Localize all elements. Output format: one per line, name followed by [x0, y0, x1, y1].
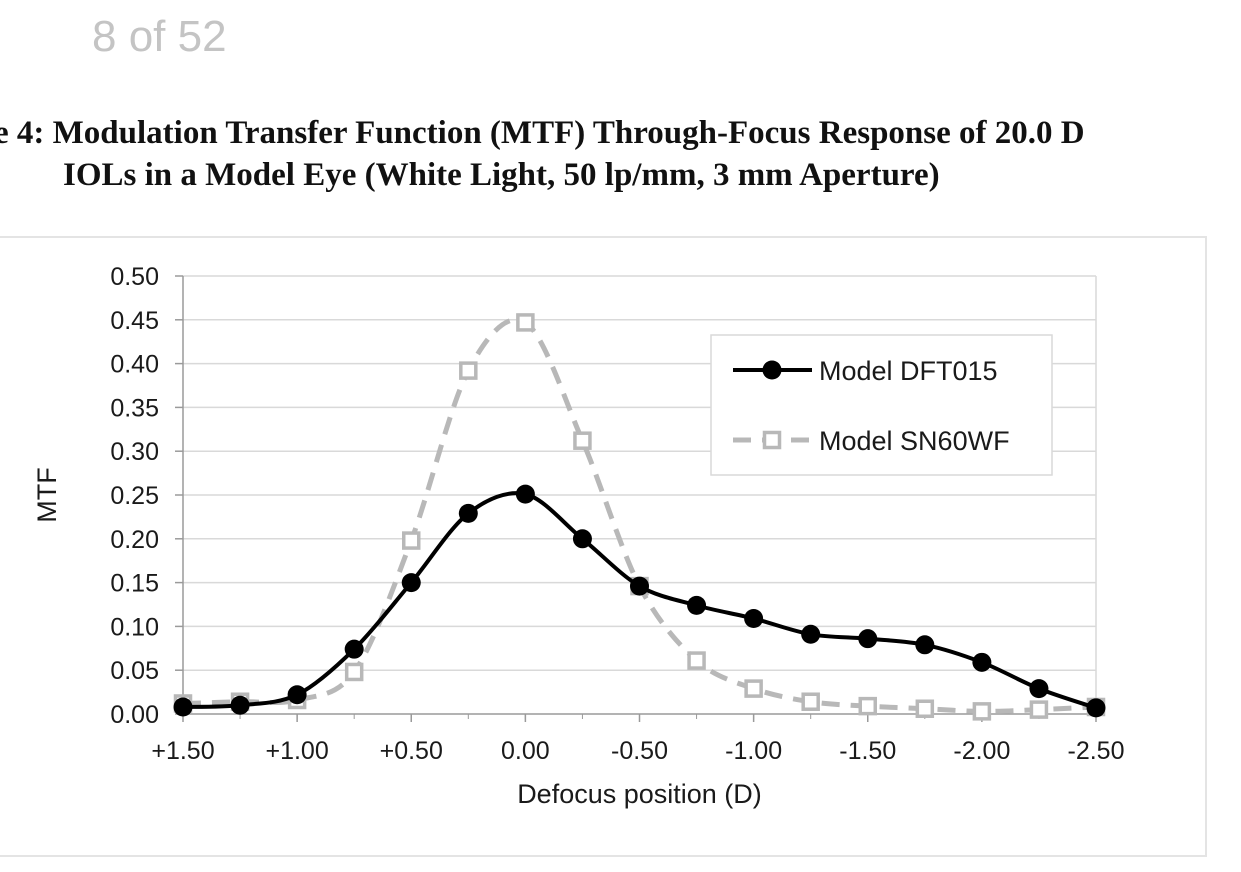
data-point	[972, 652, 992, 672]
data-point	[858, 629, 878, 649]
y-tick-label: 0.25	[110, 482, 159, 510]
data-point	[173, 697, 193, 717]
data-point	[1029, 700, 1049, 719]
y-tick-labels: 0.00 0.05 0.10 0.15 0.20 0.25 0.30 0.35 0.40 0.45…	[110, 263, 159, 729]
figure-title-line-1: e 4: Modulation Transfer Function (MTF) …	[0, 115, 1085, 151]
legend: Model DFT015 Model SN60WF	[710, 334, 1053, 476]
y-tick-label: 0.40	[110, 351, 159, 379]
y-tick-label: 0.35	[110, 394, 159, 422]
data-point	[858, 696, 877, 716]
data-point	[401, 573, 421, 593]
data-point	[230, 695, 250, 715]
data-point	[459, 361, 478, 380]
legend-label: Model DFT015	[819, 356, 998, 386]
x-tick-label: +1.50	[151, 737, 214, 765]
data-point	[572, 529, 592, 549]
figure-title-line-2: IOLs in a Model Eye (White Light, 50 lp/…	[63, 157, 940, 193]
x-tick-label: -0.50	[611, 737, 668, 765]
x-tick-label: +1.00	[265, 737, 328, 765]
y-axis-title: MTF	[32, 467, 62, 522]
data-point	[744, 679, 763, 698]
data-point	[344, 662, 364, 682]
legend-item: Model SN60WF	[733, 426, 1010, 456]
data-point	[344, 639, 364, 659]
data-point	[402, 531, 421, 550]
data-point	[1029, 679, 1049, 699]
x-tick-label: -2.50	[1068, 737, 1125, 765]
data-point	[801, 624, 821, 644]
data-point	[458, 503, 478, 523]
y-tick-label: 0.20	[110, 526, 159, 554]
x-tick-label: -1.50	[839, 737, 896, 765]
series-dft015	[173, 484, 1106, 718]
x-tick-labels: +1.50 +1.00 +0.50 0.00 -0.50 -1.00 -1.50 -2.00 -…	[151, 714, 1124, 765]
y-tick-label: 0.10	[110, 613, 159, 641]
data-point	[801, 692, 820, 711]
y-tick-label: 0.45	[110, 307, 159, 335]
page-indicator: 8 of 52	[92, 12, 227, 61]
y-tick-label: 0.05	[110, 657, 159, 685]
legend-item: Model DFT015	[733, 356, 998, 386]
series-layer	[173, 313, 1106, 721]
data-point	[287, 685, 307, 705]
y-tick-label: 0.15	[110, 570, 159, 598]
y-tick-label: 0.30	[110, 438, 159, 466]
legend-swatch-marker	[762, 360, 782, 380]
data-point	[630, 576, 649, 596]
x-tick-label: +0.50	[380, 737, 443, 765]
x-tick-label: 0.00	[501, 737, 550, 765]
y-tick-label: 0.00	[110, 701, 159, 729]
y-tick-label: 0.50	[110, 263, 159, 291]
x-tick-label: -1.00	[725, 737, 782, 765]
legend-box	[710, 334, 1053, 476]
data-point	[915, 699, 935, 718]
legend-swatch-marker	[762, 430, 782, 450]
data-point	[687, 595, 707, 615]
data-point	[915, 635, 935, 655]
data-point	[573, 431, 592, 450]
x-tick-label: -2.00	[953, 737, 1010, 765]
series-line	[182, 491, 1097, 710]
data-point	[972, 702, 992, 721]
data-point	[515, 484, 535, 504]
data-point	[516, 313, 535, 332]
data-point	[687, 651, 706, 670]
legend-label: Model SN60WF	[819, 426, 1010, 456]
data-point	[744, 609, 764, 629]
x-axis-title: Defocus position (D)	[517, 779, 762, 809]
data-point	[1086, 698, 1106, 718]
